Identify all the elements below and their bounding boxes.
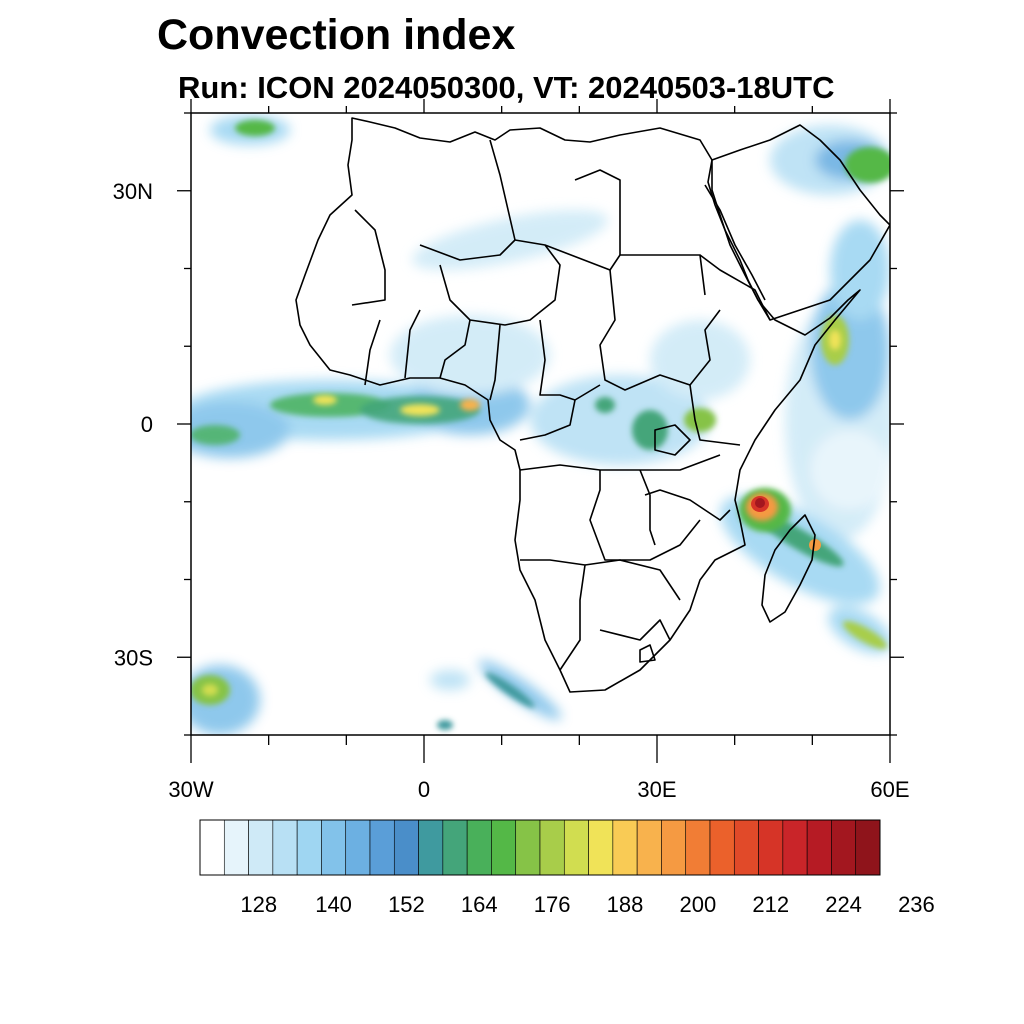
lat-tick-label: 30S: [114, 645, 153, 670]
coastlines: [295, 117, 890, 693]
colorbar-labels: 128 140 152 164 176 188 200 212 224 236: [240, 892, 934, 917]
colorbar-swatch: [442, 819, 468, 876]
convection-field: [191, 115, 890, 735]
colorbar-swatch: [806, 819, 832, 876]
colorbar-swatch: [563, 819, 589, 876]
colorbar-label: 212: [752, 892, 789, 917]
colorbar-label: 224: [825, 892, 862, 917]
colorbar-swatch: [758, 819, 784, 876]
colorbar-label: 140: [315, 892, 352, 917]
colorbar-swatch: [321, 819, 347, 876]
colorbar-label: 200: [679, 892, 716, 917]
lon-tick-label: 30W: [168, 777, 213, 802]
colorbar-swatch: [491, 819, 517, 876]
colorbar-label: 152: [388, 892, 425, 917]
lat-tick-label: 30N: [113, 179, 153, 204]
colorbar-swatch: [782, 819, 808, 876]
colorbar-label: 236: [898, 892, 935, 917]
colorbar-swatch: [588, 819, 614, 876]
colorbar-swatch: [272, 819, 298, 876]
colorbar-swatch: [831, 819, 857, 876]
chart-title: Convection index: [157, 11, 516, 59]
colorbar-swatch: [612, 819, 638, 876]
colorbar: [199, 819, 881, 876]
colorbar-swatch: [418, 819, 444, 876]
lat-tick-label: 0: [141, 412, 153, 437]
colorbar-swatch: [733, 819, 759, 876]
colorbar-swatch: [709, 819, 735, 876]
axis-ticks: [177, 99, 904, 763]
colorbar-swatch: [199, 819, 225, 876]
chart-subtitle: Run: ICON 2024050300, VT: 20240503-18UTC: [178, 70, 835, 105]
colorbar-swatch: [539, 819, 565, 876]
colorbar-swatch: [345, 819, 371, 876]
lon-tick-label: 60E: [870, 777, 909, 802]
colorbar-swatch: [466, 819, 492, 876]
colorbar-swatch: [248, 819, 274, 876]
colorbar-swatch: [223, 819, 249, 876]
colorbar-swatch: [393, 819, 419, 876]
colorbar-swatch: [369, 819, 395, 876]
lon-tick-label: 30E: [637, 777, 676, 802]
colorbar-label: 188: [607, 892, 644, 917]
colorbar-label: 176: [534, 892, 571, 917]
colorbar-label: 128: [240, 892, 277, 917]
colorbar-swatch: [685, 819, 711, 876]
lon-tick-label: 0: [418, 777, 430, 802]
colorbar-swatch: [636, 819, 662, 876]
colorbar-label: 164: [461, 892, 498, 917]
axis-tick-labels: 30N 0 30S 30W 0 30E 60E: [113, 179, 910, 802]
colorbar-swatch: [855, 819, 881, 876]
colorbar-outline: [199, 819, 881, 876]
colorbar-swatch: [661, 819, 687, 876]
colorbar-swatch: [515, 819, 541, 876]
colorbar-swatch: [296, 819, 322, 876]
